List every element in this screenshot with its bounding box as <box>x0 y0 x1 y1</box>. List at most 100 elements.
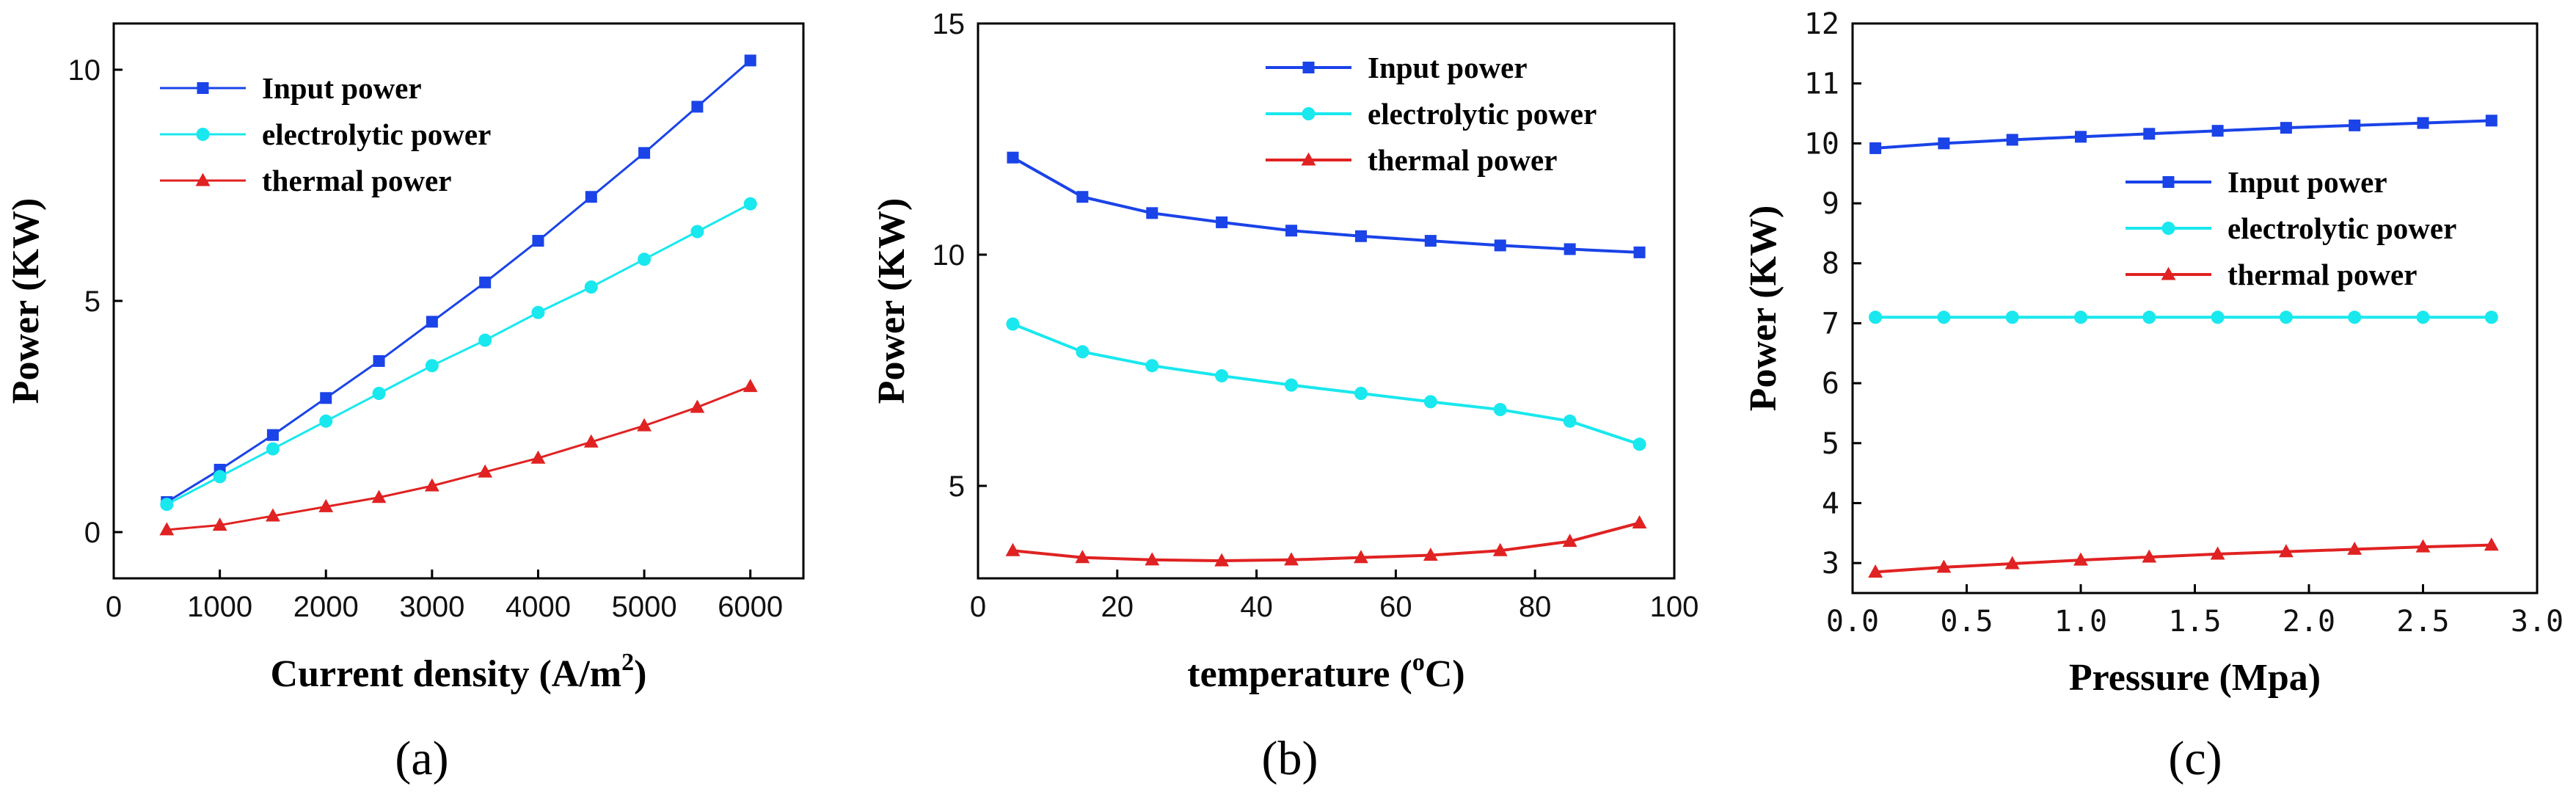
legend-label: thermal power <box>1368 143 1557 177</box>
x-tick-label: 1000 <box>187 591 252 623</box>
legend-marker <box>197 82 209 94</box>
data-point-electrolytic <box>266 442 280 456</box>
data-point-electrolytic <box>584 280 598 294</box>
legend-label: Input power <box>262 71 422 105</box>
data-point-input <box>2006 134 2018 146</box>
data-point-thermal <box>2004 556 2020 570</box>
data-point-input <box>2075 131 2087 143</box>
panel-label: (c) <box>2168 732 2222 785</box>
x-tick-label: 6000 <box>718 591 783 623</box>
x-tick-label: 100 <box>1650 591 1699 623</box>
data-point-electrolytic <box>425 359 439 373</box>
x-tick-label: 2000 <box>293 591 359 623</box>
data-point-electrolytic <box>690 225 704 239</box>
y-tick-label: 5 <box>949 470 965 503</box>
x-tick-label: 5000 <box>612 591 677 623</box>
data-point-thermal <box>1632 514 1647 528</box>
y-tick-label: 8 <box>1822 247 1839 281</box>
legend-entry-input: Input power <box>160 71 422 105</box>
data-point-electrolytic <box>1076 345 1090 359</box>
series-thermal <box>1868 537 2499 578</box>
data-point-thermal <box>583 434 599 448</box>
x-axis-label-main: temperature ( <box>1187 653 1412 695</box>
x-tick-label: 20 <box>1101 591 1134 623</box>
series-electrolytic <box>1869 310 2498 324</box>
x-tick-label: 1.5 <box>2168 605 2221 639</box>
data-point-electrolytic <box>1354 387 1368 400</box>
data-point-thermal <box>2278 544 2294 558</box>
data-point-input <box>320 392 332 404</box>
y-tick-label: 10 <box>1804 127 1839 161</box>
data-point-input <box>744 54 756 67</box>
y-tick-label: 15 <box>933 8 966 40</box>
x-axis-label-superscript: 2 <box>621 649 634 676</box>
data-point-electrolytic <box>1632 437 1646 451</box>
y-tick-label: 11 <box>1804 68 1839 101</box>
y-tick-label: 5 <box>84 286 101 318</box>
legend-entry-electrolytic: electrolytic power <box>160 117 491 151</box>
x-tick-label: 1.0 <box>2054 605 2107 639</box>
series-line-thermal <box>167 385 751 531</box>
series-electrolytic <box>160 197 757 512</box>
series-line-input <box>1875 119 2492 150</box>
legend-marker <box>195 172 211 186</box>
x-tick-label: 0 <box>970 591 986 623</box>
data-point-electrolytic <box>1215 369 1229 383</box>
chart-panel-2: 0 20 40 60 80 100 5 10 15 temperature (oC) Power (… <box>871 8 1699 785</box>
data-point-input <box>1494 239 1506 252</box>
chart-panel-1: 0 1000 2000 3000 4000 5000 6000 0 5 10 Current den… <box>5 22 805 785</box>
series-input <box>1007 151 1646 258</box>
data-point-thermal <box>318 498 334 512</box>
data-point-thermal <box>2073 552 2088 566</box>
legend-marker <box>1301 152 1316 166</box>
data-point-thermal <box>1075 550 1090 564</box>
y-tick-label: 3 <box>1822 547 1839 581</box>
x-axis-label-main: Current density (A/m <box>271 653 622 695</box>
x-tick-label: 80 <box>1519 591 1552 623</box>
legend-marker <box>2161 266 2176 280</box>
legend-entry-thermal: thermal power <box>2126 258 2417 291</box>
x-tick-label: 40 <box>1240 591 1273 623</box>
data-point-input <box>1564 243 1576 255</box>
data-point-thermal <box>637 418 652 432</box>
legend-label: thermal power <box>2227 258 2417 291</box>
legend-label: electrolytic power <box>262 117 491 151</box>
x-axis-label: Current density (A/m2) <box>271 649 647 695</box>
data-point-thermal <box>1354 550 1368 564</box>
series-thermal <box>159 379 758 536</box>
series-input <box>1869 114 2497 154</box>
data-point-electrolytic <box>638 252 652 266</box>
data-point-input <box>2485 114 2497 127</box>
data-point-thermal <box>478 464 493 478</box>
x-tick-label: 60 <box>1379 591 1412 623</box>
chart-panel-3: 0.0 0.5 1.0 1.5 2.0 2.5 3.0 3 4 5 6 7 8 9 10 11 12 Pressu… <box>1743 7 2564 785</box>
data-point-input <box>373 354 385 367</box>
data-point-input <box>2417 117 2429 129</box>
data-point-electrolytic <box>160 498 174 512</box>
y-tick-label: 6 <box>1822 367 1839 401</box>
data-point-electrolytic <box>1563 414 1577 428</box>
data-point-electrolytic <box>2211 310 2225 324</box>
data-point-electrolytic <box>213 470 227 484</box>
x-axis-label-superscript: o <box>1412 649 1425 676</box>
data-point-thermal <box>2415 539 2431 553</box>
data-point-thermal <box>2347 541 2362 555</box>
data-point-thermal <box>1492 542 1508 556</box>
x-tick-label: 2.0 <box>2283 605 2335 639</box>
legend-label: thermal power <box>262 164 451 197</box>
series-line-input <box>166 59 751 503</box>
data-point-electrolytic <box>1423 395 1437 409</box>
data-point-input <box>2143 128 2156 140</box>
data-point-electrolytic <box>743 197 757 211</box>
data-point-thermal <box>1562 534 1577 548</box>
data-point-electrolytic <box>372 387 386 400</box>
data-point-electrolytic <box>1937 310 1951 324</box>
legend-entry-input: Input power <box>1266 51 1528 84</box>
data-point-input <box>1146 207 1159 219</box>
data-point-thermal <box>2142 549 2157 563</box>
y-axis-label: Power (KW) <box>1743 206 1784 412</box>
series-thermal <box>1005 514 1647 567</box>
x-axis-label: Pressure (Mpa) <box>2069 657 2321 699</box>
legend-marker <box>2161 222 2175 235</box>
